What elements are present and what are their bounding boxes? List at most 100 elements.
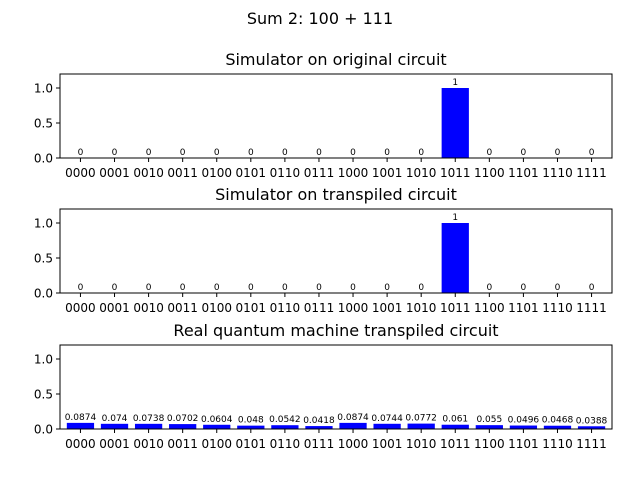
y-tick-label: 0.0 [34,152,53,166]
x-tick-label: 0110 [270,301,301,315]
y-tick-label: 0.5 [34,388,53,402]
x-tick-label: 0100 [201,301,232,315]
bar-1011 [441,223,469,293]
x-tick-label: 0011 [167,437,198,451]
data-label-0101: 0 [248,148,254,158]
x-tick-label: 1110 [542,437,573,451]
x-tick-label: 1101 [508,166,539,180]
x-tick-label: 0101 [236,166,267,180]
y-tick-label: 0.5 [34,117,53,131]
data-label-1101: 0 [521,283,527,293]
data-label-0110: 0 [282,283,288,293]
data-label-1110: 0 [555,148,561,158]
data-label-1101: 0.0496 [508,416,540,426]
bar-1010 [407,423,435,429]
x-tick-label: 0010 [133,166,164,180]
data-label-0111: 0.0418 [303,416,335,426]
data-label-0001: 0 [112,148,118,158]
x-tick-label: 1001 [372,301,403,315]
x-tick-label: 1001 [372,166,403,180]
x-tick-label: 0000 [65,301,96,315]
x-tick-label: 1010 [406,166,437,180]
bar-0001 [100,423,129,429]
data-label-0000: 0.0874 [65,413,97,423]
x-tick-label: 1011 [440,301,471,315]
bar-1110 [543,425,572,429]
subplot-title: Simulator on original circuit [225,50,446,69]
x-tick-label: 1000 [338,437,369,451]
data-label-1001: 0 [384,148,390,158]
data-label-1110: 0 [555,283,561,293]
x-tick-label: 1000 [338,301,369,315]
bar-0101 [237,425,265,429]
x-tick-label: 1110 [542,166,573,180]
bar-1111 [577,426,606,429]
data-label-0001: 0.074 [102,414,128,424]
x-tick-label: 0101 [236,301,267,315]
data-label-1011: 0.061 [442,415,468,425]
x-tick-label: 0000 [65,166,96,180]
x-tick-label: 0100 [201,437,232,451]
bar-1101 [509,425,538,429]
axes-frame [59,344,613,430]
x-tick-label: 0110 [270,437,301,451]
data-label-0110: 0 [282,148,288,158]
bar-1011 [441,424,469,429]
x-tick-label: 1001 [372,437,403,451]
data-label-0111: 0 [316,148,322,158]
data-label-1111: 0.0388 [576,416,608,426]
data-label-0101: 0 [248,283,254,293]
x-tick-label: 1111 [576,301,607,315]
x-tick-label: 1011 [440,166,471,180]
data-label-0110: 0.0542 [269,415,301,425]
data-label-0111: 0 [316,283,322,293]
data-label-1010: 0 [418,283,424,293]
data-label-0000: 0 [78,148,84,158]
data-label-0100: 0 [214,148,220,158]
data-label-0010: 0.0738 [133,414,165,424]
data-label-1000: 0 [350,148,356,158]
bar-1000 [339,422,367,429]
x-tick-label: 1011 [440,437,471,451]
figure-suptitle: Sum 2: 100 + 111 [247,9,393,28]
data-label-1110: 0.0468 [542,416,574,426]
x-tick-label: 1101 [508,301,539,315]
y-tick-label: 1.0 [34,217,53,231]
x-tick-label: 1100 [474,437,505,451]
x-tick-label: 0001 [99,301,130,315]
bar-1100 [475,425,503,429]
data-label-0000: 0 [78,283,84,293]
x-tick-label: 0001 [99,166,130,180]
x-tick-label: 0111 [304,437,335,451]
data-label-0011: 0 [180,148,186,158]
y-tick-label: 0.5 [34,252,53,266]
subplot-title: Real quantum machine transpiled circuit [173,321,498,340]
x-tick-label: 0110 [270,166,301,180]
data-label-0100: 0 [214,283,220,293]
data-label-0001: 0 [112,283,118,293]
data-label-0100: 0.0604 [201,415,233,425]
bar-0011 [169,424,197,429]
data-label-1010: 0.0772 [405,414,437,424]
data-label-1101: 0 [521,148,527,158]
x-tick-label: 0101 [236,437,267,451]
data-label-1100: 0 [486,283,492,293]
data-label-0011: 0 [180,283,186,293]
x-tick-label: 0011 [167,301,198,315]
data-label-1001: 0.0744 [371,414,403,424]
axes-frame [59,73,613,159]
data-label-1000: 0.0874 [337,413,369,423]
data-label-1111: 0 [589,283,595,293]
data-label-1111: 0 [589,148,595,158]
bar-1011 [441,88,469,158]
x-tick-label: 1010 [406,301,437,315]
subplot-title: Simulator on transpiled circuit [215,185,457,204]
y-tick-label: 1.0 [34,353,53,367]
data-label-1100: 0.055 [476,415,502,425]
bar-1001 [373,423,401,429]
data-label-1010: 0 [418,148,424,158]
bar-0110 [271,425,299,429]
x-tick-label: 0011 [167,166,198,180]
x-tick-label: 0010 [133,437,164,451]
data-label-1001: 0 [384,283,390,293]
